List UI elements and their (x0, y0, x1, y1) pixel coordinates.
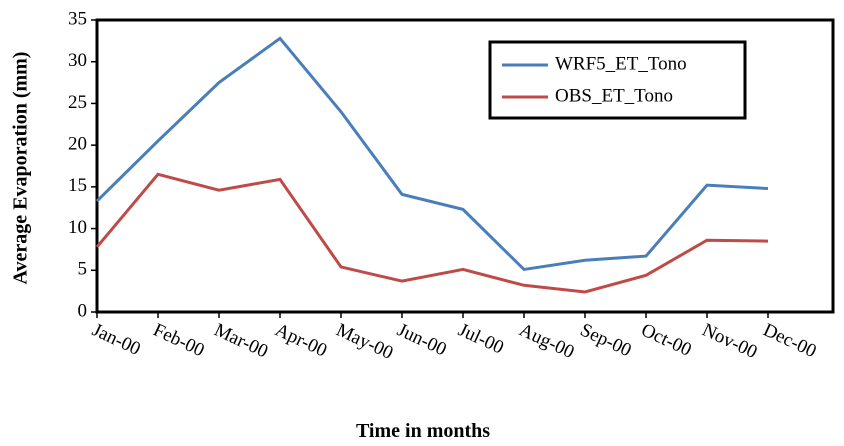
series-line (95, 36, 769, 272)
y-tick-label: 0 (78, 300, 88, 321)
x-tick-label: Mar-00 (211, 319, 271, 362)
series-line (95, 172, 769, 294)
x-tick-label: Sep-00 (577, 319, 635, 361)
y-tick-label: 5 (78, 259, 88, 280)
x-axis-title: Time in months (356, 420, 490, 442)
legend-box (488, 40, 747, 120)
y-tick-label: 10 (68, 217, 87, 238)
y-axis-title: Average Evaporation (mm) (10, 52, 32, 285)
legend-label: WRF5_ET_Tono (555, 53, 687, 74)
x-tick-label: Nov-00 (699, 319, 760, 363)
x-tick-label: Jul-00 (455, 319, 507, 358)
x-tick-label: Dec-00 (760, 319, 820, 362)
y-tick-label: 20 (68, 134, 87, 155)
x-tick-label: May-00 (333, 319, 396, 363)
x-tick-label: Jan-00 (89, 319, 144, 359)
x-tick-label: Feb-00 (150, 319, 208, 361)
x-tick-label: Aug-00 (516, 319, 577, 363)
y-tick-label: 30 (68, 50, 87, 71)
y-tick-label: 15 (68, 175, 87, 196)
y-tick-label: 25 (68, 92, 87, 113)
x-tick-label: Apr-00 (272, 319, 330, 361)
x-tick-label: Jun-00 (394, 319, 450, 360)
plot-frame (95, 18, 835, 314)
legend-label: OBS_ET_Tono (555, 85, 673, 106)
x-tick-label: Oct-00 (638, 319, 695, 360)
y-tick-label: 35 (68, 8, 87, 29)
